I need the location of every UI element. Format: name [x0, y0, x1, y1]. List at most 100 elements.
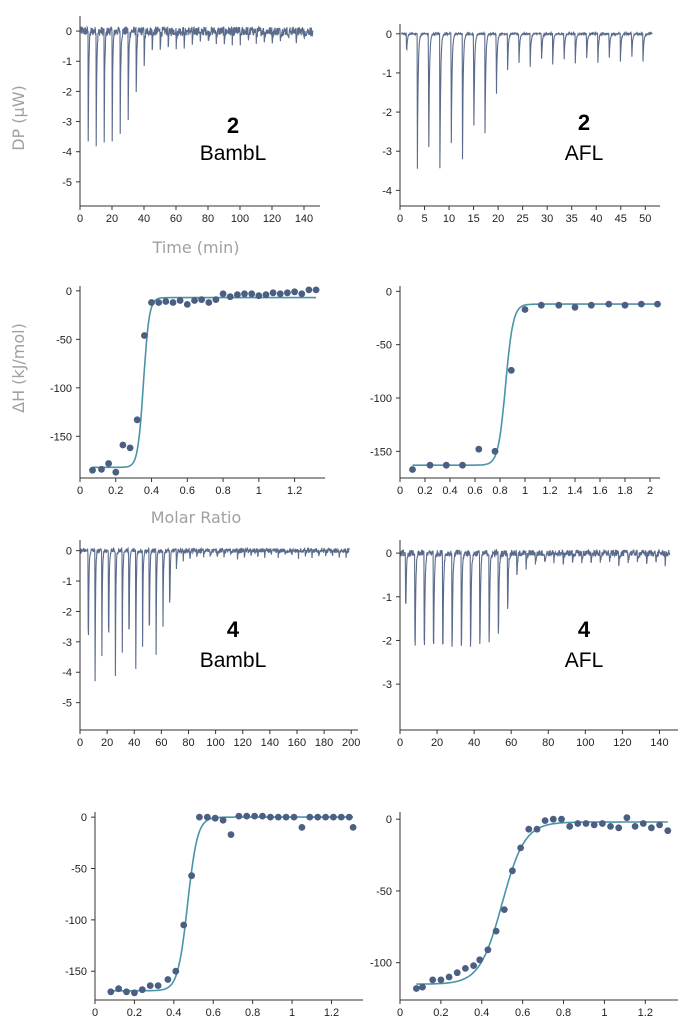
isotherm-4-bambl-data-point: [290, 813, 298, 821]
isotherm-4-afl-data-point: [413, 985, 420, 992]
isotherm-2-bambl-x-tick-label: 0.4: [144, 485, 159, 497]
isotherm-4-afl-x-tick-label: 0: [397, 1007, 403, 1019]
isotherm-4-bambl-data-point: [219, 816, 227, 824]
compound-label-4-bambl: 4: [227, 617, 240, 642]
thermogram-2-bambl-panel: 0 20 40 60 80 100 120 140 0 -1 -2 -3 -4 -5: [62, 16, 320, 225]
isotherm-2-bambl-data-point: [176, 297, 184, 304]
isotherm-2-bambl-data-point: [133, 416, 141, 424]
isotherm-4-afl-data-point: [476, 956, 484, 964]
isotherm-2-afl-x-tick-label: 1.6: [592, 485, 607, 497]
isotherm-4-afl-data-point: [462, 965, 469, 972]
isotherm-2-bambl-data-point: [105, 460, 112, 467]
thermogram-2-bambl-y-tick-label: -4: [62, 147, 72, 159]
thermogram-4-bambl-x-tick-label: 180: [315, 737, 333, 749]
isotherm-2-bambl-data-point: [191, 297, 198, 304]
thermogram-4-bambl-x-tick-label: 160: [288, 737, 306, 749]
isotherm-4-bambl-data-point: [196, 813, 203, 821]
isotherm-2-afl-data-point: [426, 461, 434, 469]
isotherm-2-afl-data-point: [442, 461, 450, 469]
isotherm-2-bambl-y-tick-label: -100: [50, 383, 72, 395]
isotherm-2-bambl-data-point: [284, 289, 291, 297]
thermogram-2-bambl-x-tick-label: 60: [170, 213, 182, 225]
isotherm-2-afl-data-point: [637, 300, 645, 308]
isotherm-4-afl-data-point: [615, 824, 623, 832]
isotherm-4-afl-data-point: [500, 906, 508, 913]
isotherm-4-bambl-data-point: [306, 813, 314, 821]
isotherm-4-afl-x-tick-label: 1.2: [638, 1007, 653, 1019]
isotherm-2-bambl-data-point: [241, 290, 248, 298]
isotherm-2-afl-data-point: [507, 366, 515, 374]
isotherm-4-afl-panel: 0 0.2 0.4 0.6 0.8 1 1.2 0 -50 -100: [370, 812, 678, 1019]
isotherm-2-bambl-y-tick-label: -150: [50, 431, 72, 443]
isotherm-2-bambl-data-point: [226, 293, 234, 301]
isotherm-2-afl-x-tick-label: 1.2: [542, 485, 557, 497]
thermogram-4-afl-x-tick-label: 140: [650, 737, 668, 749]
isotherm-2-bambl-data-point: [126, 444, 134, 452]
thermogram-4-afl-x-tick-label: 120: [613, 737, 631, 749]
thermogram-2-bambl-y-tick-label: -3: [62, 117, 72, 129]
thermogram-4-afl-x-tick-label: 60: [505, 737, 517, 749]
isotherm-4-bambl-x-tick-label: 1: [289, 1007, 295, 1019]
isotherm-2-afl-data-point: [459, 461, 466, 469]
isotherm-2-bambl-data-point: [98, 465, 105, 473]
isotherm-4-afl-data-point: [453, 969, 461, 977]
isotherm-4-afl-data-point: [607, 823, 614, 830]
thermogram-4-afl-x-tick-label: 20: [431, 737, 443, 749]
isotherm-2-bambl-x-tick-label: 0.6: [180, 485, 195, 497]
lectin-label-afl-bottom: AFL: [565, 649, 604, 672]
isotherm-2-afl-x-tick-label: 1.8: [617, 485, 632, 497]
isotherm-4-afl-data-point: [656, 821, 663, 829]
isotherm-4-bambl-data-point: [211, 814, 219, 822]
isotherm-2-afl-data-point: [605, 300, 613, 308]
thermogram-2-afl-x-tick-label: 30: [541, 213, 553, 225]
isotherm-2-afl-data-point: [555, 301, 563, 309]
isotherm-4-bambl-data-point: [314, 813, 322, 821]
thermogram-2-afl-trace: [400, 30, 653, 169]
isotherm-2-afl-y-tick-label: -150: [370, 446, 392, 458]
isotherm-4-afl-data-point: [509, 867, 516, 875]
thermogram-2-bambl-x-tick-label: 80: [202, 213, 214, 225]
isotherm-2-afl-x-tick-label: 0.2: [417, 485, 432, 497]
isotherm-2-bambl-data-point: [112, 468, 120, 476]
thermogram-2-afl-y-tick-label: -4: [382, 185, 392, 197]
thermogram-4-afl-trace: [400, 548, 671, 647]
isotherm-4-bambl-data-point: [322, 813, 329, 821]
isotherm-4-bambl-data-point: [298, 824, 306, 831]
isotherm-4-afl-data-point: [517, 844, 524, 852]
isotherm-4-bambl-data-point: [274, 813, 282, 821]
isotherm-4-afl-x-tick-label: 0.2: [433, 1007, 448, 1019]
thermogram-4-afl-x-tick-label: 0: [397, 737, 403, 749]
thermogram-2-bambl-x-tick-label: 20: [106, 213, 118, 225]
isotherm-2-bambl-data-point: [148, 299, 155, 306]
isotherm-4-bambl-x-tick-label: 0.8: [245, 1007, 260, 1019]
isotherm-4-afl-data-point: [558, 815, 565, 823]
compound-label-2-afl: 2: [578, 110, 590, 135]
thermogram-2-afl-y-tick-label: -2: [382, 107, 392, 119]
isotherm-4-bambl-data-point: [251, 812, 258, 820]
isotherm-2-afl-data-point: [654, 300, 661, 308]
thermogram-4-afl-y-tick-label: -1: [382, 592, 392, 604]
thermogram-4-afl-x-tick-label: 100: [576, 737, 594, 749]
thermogram-2-afl-y-tick-label: -3: [382, 146, 392, 158]
isotherm-4-bambl-y-tick-label: -150: [65, 966, 87, 978]
isotherm-2-afl-x-tick-label: 0.4: [442, 485, 457, 497]
thermogram-2-bambl-y-tick-label: -2: [62, 86, 72, 98]
isotherm-2-bambl-data-point: [298, 290, 306, 298]
isotherm-2-bambl-data-point: [183, 301, 191, 308]
isotherm-4-afl-fit-curve: [416, 821, 668, 985]
thermogram-2-afl-y-tick-label: -1: [382, 68, 392, 80]
isotherm-2-afl-x-tick-label: 0.6: [467, 485, 482, 497]
thermogram-2-afl-x-tick-label: 40: [590, 213, 602, 225]
isotherm-2-bambl-data-point: [234, 291, 241, 299]
isotherm-4-bambl-data-point: [203, 813, 211, 821]
thermogram-4-bambl-x-tick-label: 200: [342, 737, 360, 749]
isotherm-4-afl-data-point: [574, 820, 582, 827]
isotherm-4-bambl-data-point: [172, 967, 180, 975]
lectin-label-bambl-bottom: BambL: [200, 649, 267, 672]
isotherm-4-bambl-x-tick-label: 1.2: [324, 1007, 339, 1019]
isotherm-4-afl-data-point: [429, 976, 437, 984]
isotherm-2-afl-data-point: [537, 301, 545, 309]
isotherm-2-afl-x-tick-label: 0: [397, 485, 403, 497]
isotherm-4-afl-y-tick-label: -50: [376, 886, 392, 898]
thermogram-2-afl-x-tick-label: 25: [517, 213, 529, 225]
